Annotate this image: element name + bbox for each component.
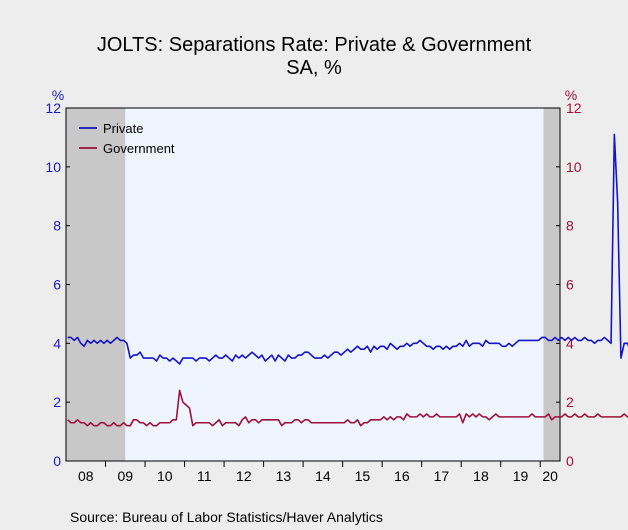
- x-tick-label: 19: [513, 468, 529, 484]
- recession-band-2: [543, 108, 560, 461]
- y-tick-label-left: 2: [53, 394, 61, 410]
- y-tick-label-left: 8: [53, 218, 61, 234]
- right-axis-unit: %: [565, 87, 577, 103]
- y-tick-label-right: 0: [566, 453, 574, 469]
- x-tick-label: 13: [276, 468, 292, 484]
- y-tick-label-right: 4: [566, 335, 574, 351]
- y-tick-label-left: 0: [53, 453, 61, 469]
- y-axis-ticks: 0 0 2 2 4 4 6 6 8 8 10 10 12 12: [45, 100, 581, 469]
- x-tick-label: 15: [355, 468, 371, 484]
- series-line-private: [67, 133, 628, 365]
- y-tick-label-left: 4: [53, 335, 61, 351]
- x-tick-label: 14: [315, 468, 331, 484]
- x-tick-label: 12: [236, 468, 252, 484]
- x-tick-label: 10: [157, 468, 173, 484]
- y-tick-label-right: 10: [566, 159, 582, 175]
- chart-title: JOLTS: Separations Rate: Private & Gover…: [97, 34, 532, 56]
- legend-label-government: Government: [103, 141, 175, 156]
- legend-label-private: Private: [103, 121, 143, 136]
- y-tick-label-left: 6: [53, 277, 61, 293]
- y-tick-label-left: 12: [45, 100, 61, 116]
- recession-band-1: [66, 108, 126, 461]
- chart-subtitle: SA, %: [286, 57, 342, 79]
- x-tick-label: 20: [542, 468, 558, 484]
- y-tick-label-left: 10: [45, 159, 61, 175]
- series-lines: [67, 133, 628, 427]
- y-tick-label-right: 2: [566, 394, 574, 410]
- left-axis-unit: %: [52, 87, 64, 103]
- plot-area: [66, 108, 560, 461]
- y-tick-label-right: 12: [566, 100, 582, 116]
- x-tick-label: 16: [394, 468, 410, 484]
- x-tick-label: 09: [117, 468, 133, 484]
- y-tick-label-right: 8: [566, 218, 574, 234]
- x-tick-label: 18: [473, 468, 489, 484]
- legend: Private Government: [79, 121, 175, 156]
- recession-bands: [66, 108, 560, 461]
- x-tick-label: 08: [78, 468, 94, 484]
- x-tick-label: 11: [197, 468, 212, 484]
- y-tick-label-right: 6: [566, 277, 574, 293]
- source-note: Source: Bureau of Labor Statistics/Haver…: [70, 509, 383, 525]
- x-tick-label: 17: [434, 468, 450, 484]
- series-line-government: [67, 389, 628, 427]
- x-axis-ticks: 08 09 10 11 12 13 14 15 16 17 18 19 20: [78, 461, 558, 484]
